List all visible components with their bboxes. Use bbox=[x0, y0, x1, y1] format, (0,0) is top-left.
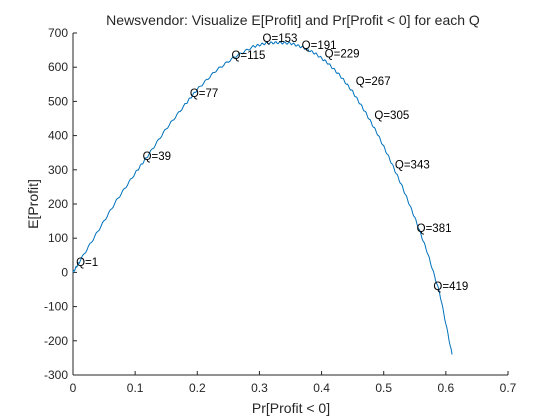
x-tick-label: 0.6 bbox=[438, 381, 455, 395]
q-annotation: Q=39 bbox=[143, 151, 171, 163]
x-tick-label: 0.7 bbox=[500, 381, 517, 395]
q-annotation: Q=229 bbox=[325, 49, 360, 61]
y-tick-label: 700 bbox=[48, 26, 68, 40]
q-annotation: Q=419 bbox=[433, 281, 468, 293]
x-tick-label: 0.1 bbox=[127, 381, 144, 395]
y-tick-label: -200 bbox=[44, 334, 68, 348]
q-annotation: Q=267 bbox=[356, 76, 391, 88]
y-tick-label: 100 bbox=[48, 231, 68, 245]
y-tick-label: -100 bbox=[44, 300, 68, 314]
y-tick-label: 400 bbox=[48, 129, 68, 143]
y-tick-label: 200 bbox=[48, 197, 68, 211]
q-annotation: Q=305 bbox=[374, 110, 409, 122]
y-tick-label: 300 bbox=[48, 163, 68, 177]
x-tick-label: 0.5 bbox=[375, 381, 392, 395]
q-annotation: Q=115 bbox=[231, 50, 265, 62]
q-annotation: Q=1 bbox=[76, 257, 98, 269]
q-annotation: Q=77 bbox=[190, 88, 218, 100]
x-tick-label: 0.4 bbox=[313, 381, 330, 395]
x-tick-label: 0.2 bbox=[189, 381, 206, 395]
series-line bbox=[72, 40, 453, 355]
y-axis-label: E[Profit] bbox=[25, 179, 41, 229]
q-annotation: Q=191 bbox=[302, 40, 337, 52]
plot-area: 0 0.1 0.2 0.3 0.4 0.5 0.6 0.7 -300 -200 -100 0 100 2… bbox=[44, 26, 517, 395]
chart-title: Newsvendor: Visualize E[Profit] and Pr[P… bbox=[106, 12, 480, 28]
x-axis-ticks: 0 0.1 0.2 0.3 0.4 0.5 0.6 0.7 bbox=[70, 371, 517, 395]
y-axis-ticks: -300 -200 -100 0 100 200 300 400 500 600 700 bbox=[44, 26, 77, 382]
q-annotation: Q=153 bbox=[263, 33, 298, 45]
x-axis-label: Pr[Profit < 0] bbox=[252, 400, 330, 416]
y-tick-label: 0 bbox=[61, 265, 68, 279]
y-tick-label: 500 bbox=[48, 94, 68, 108]
x-tick-label: 0.3 bbox=[251, 381, 268, 395]
x-tick-label: 0 bbox=[70, 381, 77, 395]
q-annotation: Q=381 bbox=[417, 223, 452, 235]
q-annotation: Q=343 bbox=[395, 160, 430, 172]
y-tick-label: -300 bbox=[44, 368, 68, 382]
y-tick-label: 600 bbox=[48, 60, 68, 74]
